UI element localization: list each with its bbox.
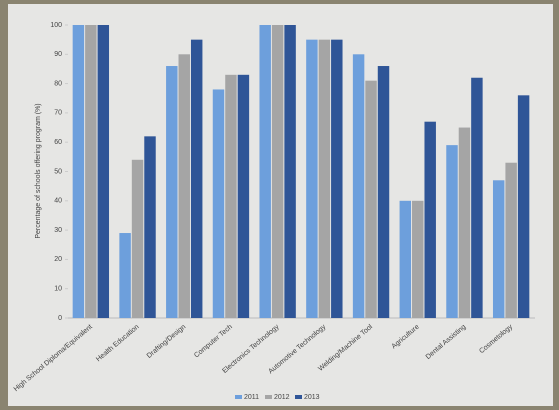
bar bbox=[365, 80, 377, 318]
legend-swatch bbox=[235, 395, 242, 399]
y-tick-label: 40 bbox=[54, 198, 62, 205]
bar bbox=[166, 66, 178, 319]
bar bbox=[424, 121, 436, 318]
bar bbox=[85, 25, 97, 318]
bar bbox=[306, 39, 318, 319]
bar bbox=[399, 200, 412, 318]
y-tick-label: 100 bbox=[50, 22, 62, 29]
legend-label: 2013 bbox=[304, 394, 320, 401]
bar bbox=[412, 200, 424, 318]
bar bbox=[119, 233, 131, 318]
y-tick-label: 80 bbox=[54, 80, 62, 87]
legend-label: 2011 bbox=[244, 394, 259, 401]
bar bbox=[178, 54, 190, 319]
bar bbox=[225, 74, 237, 318]
y-tick-label: 60 bbox=[54, 139, 62, 146]
y-tick-label: 90 bbox=[54, 51, 62, 58]
y-tick-label: 70 bbox=[54, 110, 62, 117]
bar bbox=[237, 74, 250, 318]
bar bbox=[144, 136, 156, 318]
bar bbox=[377, 66, 390, 319]
bar bbox=[271, 25, 284, 318]
y-tick-label: 20 bbox=[54, 256, 62, 263]
legend-swatch bbox=[295, 395, 302, 399]
bar bbox=[517, 95, 530, 318]
legend-swatch bbox=[265, 395, 272, 399]
bar bbox=[131, 159, 144, 318]
bar bbox=[471, 77, 483, 319]
bar bbox=[284, 25, 296, 318]
bar bbox=[458, 127, 471, 318]
bar bbox=[212, 89, 225, 319]
bar bbox=[352, 54, 365, 319]
legend-label: 2012 bbox=[274, 394, 290, 401]
y-tick-label: 50 bbox=[54, 168, 62, 175]
bar bbox=[446, 145, 458, 318]
y-axis-label: Percentage of schools offering program (… bbox=[35, 103, 42, 238]
bar bbox=[259, 25, 271, 318]
bar bbox=[505, 162, 517, 318]
bar bbox=[97, 25, 110, 318]
y-tick-label: 0 bbox=[58, 315, 62, 322]
y-tick-label: 30 bbox=[54, 227, 62, 234]
y-tick-label: 10 bbox=[54, 286, 62, 293]
bar bbox=[331, 39, 343, 319]
bar bbox=[318, 39, 331, 319]
bar bbox=[72, 25, 85, 318]
bar bbox=[492, 180, 505, 318]
bar bbox=[190, 39, 203, 319]
